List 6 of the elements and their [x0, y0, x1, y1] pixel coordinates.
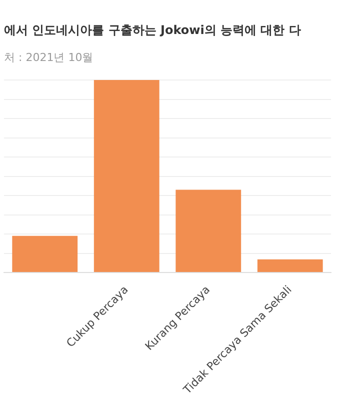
chart-title: 에서 인도네시아를 구출하는 Jokowi의 능력에 대한 다 — [4, 22, 302, 39]
bar — [94, 80, 160, 272]
bar — [257, 259, 323, 272]
bar — [12, 236, 78, 272]
chart-subtitle: 처 : 2021년 10월 — [4, 50, 94, 65]
bar — [176, 190, 242, 272]
